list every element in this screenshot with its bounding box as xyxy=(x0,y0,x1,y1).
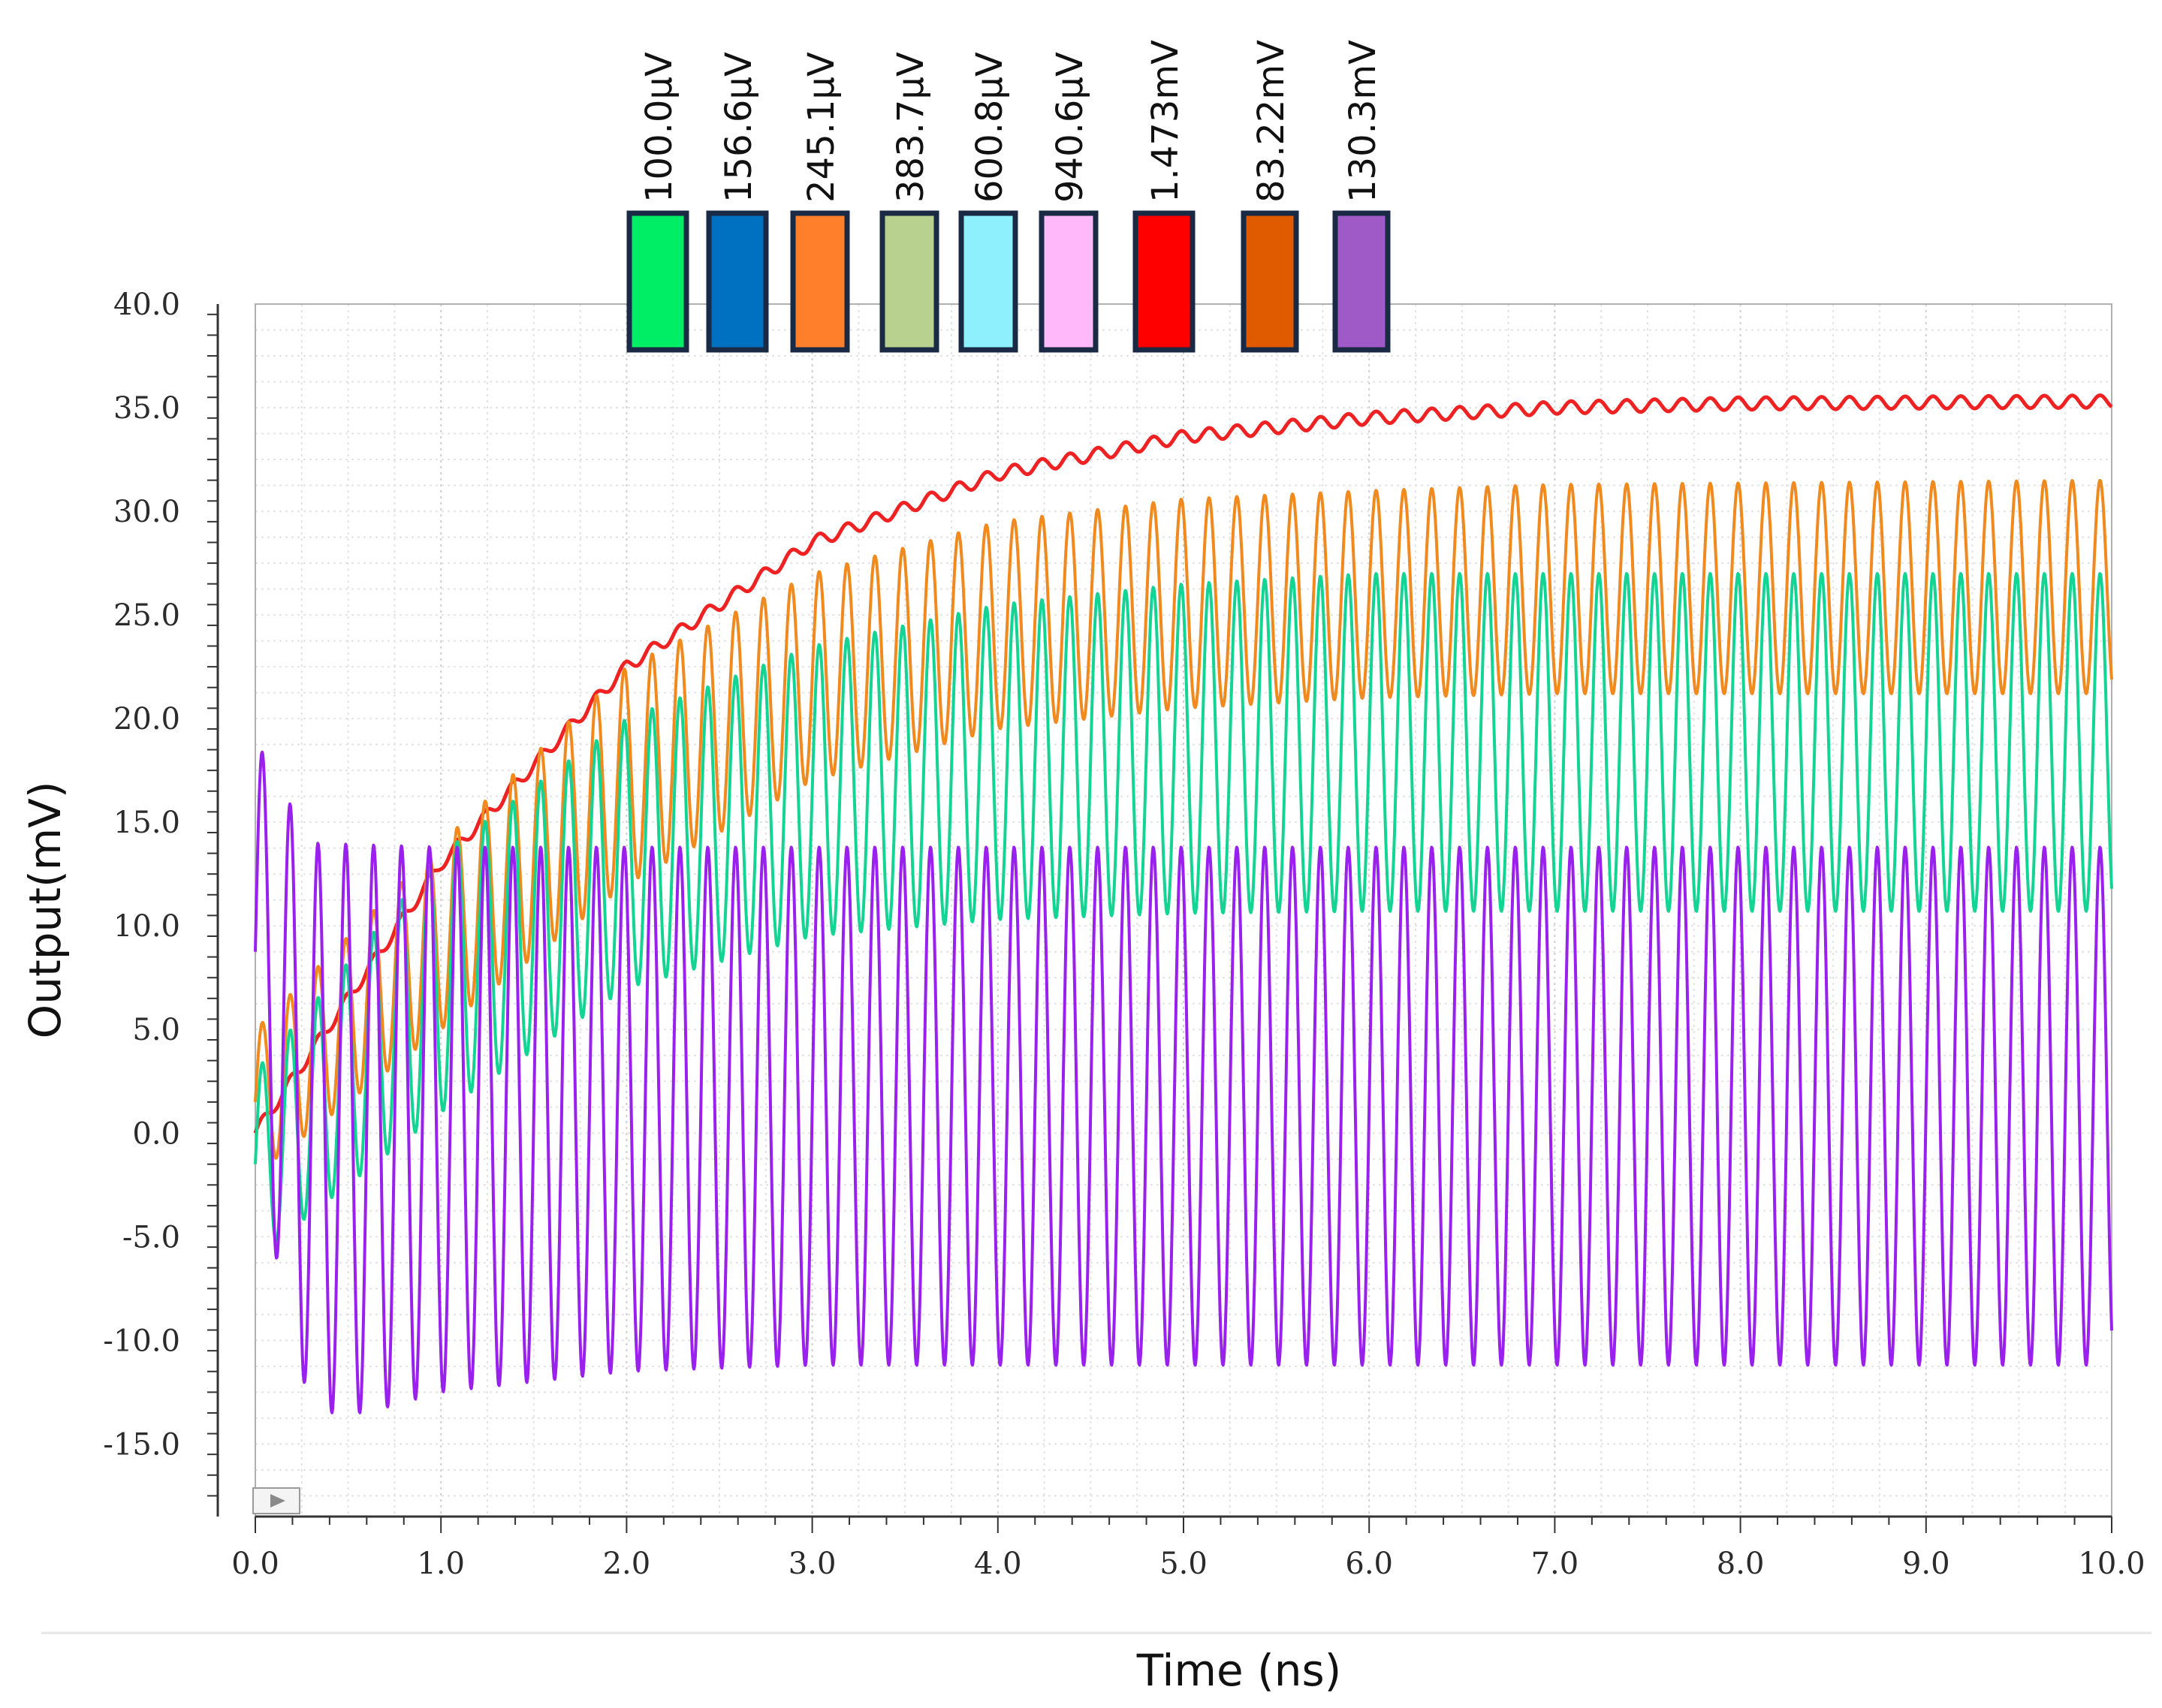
x-axis-title: Time (ns) xyxy=(1136,1645,1342,1696)
y-tick-label: -10.0 xyxy=(103,1324,180,1358)
series-line xyxy=(254,750,2113,1414)
series-line xyxy=(254,478,2113,1160)
x-tick-label: 3.0 xyxy=(789,1547,837,1581)
y-tick-label: 40.0 xyxy=(113,288,180,322)
legend-label: 383.7µV xyxy=(890,52,932,203)
legend-label: 83.22mV xyxy=(1250,40,1292,203)
y-tick-label: 10.0 xyxy=(113,909,180,944)
x-tick-label: 4.0 xyxy=(974,1547,1022,1581)
play-icon[interactable] xyxy=(252,1487,300,1514)
y-tick-label: 30.0 xyxy=(113,495,180,529)
legend-label: 156.6µV xyxy=(718,52,760,203)
legend-swatch xyxy=(1132,210,1196,353)
x-tick-label: 7.0 xyxy=(1531,1547,1579,1581)
legend-label: 600.8µV xyxy=(969,52,1011,203)
x-tick-label: 5.0 xyxy=(1159,1547,1208,1581)
legend-swatch xyxy=(1332,210,1391,353)
legend-swatch xyxy=(790,210,850,353)
x-tick-label: 10.0 xyxy=(2078,1547,2145,1581)
legend-label: 245.1µV xyxy=(801,52,843,203)
series-line xyxy=(254,572,2113,1243)
legend-label: 100.0µV xyxy=(638,52,680,203)
y-tick-label: 15.0 xyxy=(113,806,180,840)
legend-label: 1.473mV xyxy=(1144,40,1187,203)
series-layer xyxy=(253,393,2113,1414)
y-tick-label: 35.0 xyxy=(113,391,180,426)
series-line xyxy=(253,393,2113,1134)
legend-swatch xyxy=(1039,210,1099,353)
legend-swatch xyxy=(879,210,939,353)
y-tick-labels: 40.0 35.0 30.0 25.0 20.0 15.0 10.0 5.0 0.0 -5.0 -1… xyxy=(103,288,180,1462)
y-tick-label: 20.0 xyxy=(113,702,180,737)
y-axis-title: Output(mV) xyxy=(20,782,71,1039)
legend-swatch xyxy=(626,210,689,353)
legend-swatch xyxy=(1241,210,1299,353)
y-tick-label: -15.0 xyxy=(103,1427,180,1462)
legend-swatch xyxy=(706,210,769,353)
x-tick-label: 0.0 xyxy=(231,1547,279,1581)
x-tick-label: 8.0 xyxy=(1717,1547,1765,1581)
y-tick-label: 25.0 xyxy=(113,598,180,633)
x-tick-label: 6.0 xyxy=(1345,1547,1393,1581)
legend-label: 130.3mV xyxy=(1342,40,1384,203)
y-tick-label: -5.0 xyxy=(122,1220,180,1255)
legend: 100.0µV 156.6µV 245.1µV 383.7µV 600.8µV 940.6… xyxy=(626,40,1391,353)
legend-swatch xyxy=(958,210,1018,353)
x-tick-label: 2.0 xyxy=(603,1547,651,1581)
x-tick-label: 1.0 xyxy=(417,1547,465,1581)
axes xyxy=(207,304,2112,1533)
x-tick-labels: 0.0 1.0 2.0 3.0 4.0 5.0 6.0 7.0 8.0 9.0 10.0 xyxy=(231,1547,2145,1581)
y-tick-label: 0.0 xyxy=(132,1116,180,1151)
legend-label: 940.6µV xyxy=(1049,52,1091,203)
y-tick-label: 5.0 xyxy=(132,1013,180,1047)
x-tick-label: 9.0 xyxy=(1902,1547,1950,1581)
